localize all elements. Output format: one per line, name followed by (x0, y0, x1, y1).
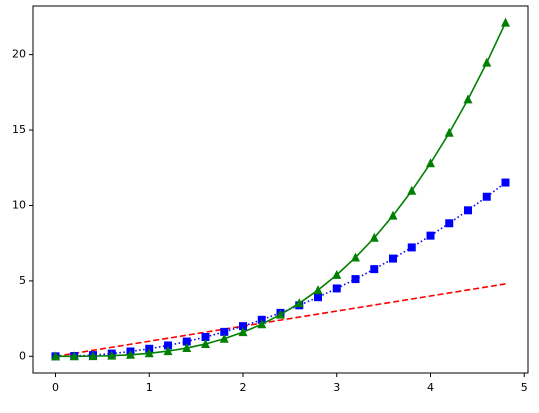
square-marker (332, 284, 341, 293)
y-tick-label: 20 (12, 48, 26, 61)
triangle-marker (107, 350, 117, 360)
series-line (55, 283, 506, 358)
square-marker (351, 275, 360, 284)
triangle-marker (501, 17, 510, 27)
triangle-marker (182, 343, 192, 353)
square-marker (482, 192, 491, 201)
triangle-marker (463, 94, 473, 104)
x-tick-label: 2 (240, 381, 247, 394)
x-tick-label: 4 (427, 381, 434, 394)
triangle-marker (407, 185, 417, 195)
x-tick-label: 5 (521, 381, 528, 394)
square-marker (445, 219, 454, 228)
x-tick-label: 0 (52, 381, 59, 394)
triangle-marker (163, 346, 173, 356)
triangle-marker (219, 333, 229, 343)
y-tick-label: 5 (19, 274, 26, 287)
triangle-marker (332, 269, 342, 279)
triangle-marker (388, 210, 398, 220)
square-marker (220, 327, 229, 336)
axes-frame (32, 5, 529, 374)
square-marker (201, 333, 210, 342)
triangle-marker (257, 319, 267, 329)
square-marker (239, 322, 247, 331)
plot-area (51, 17, 510, 361)
y-tick-label: 15 (12, 123, 26, 136)
x-tick-label: 1 (146, 381, 153, 394)
triangle-marker (88, 351, 98, 361)
triangle-marker (51, 351, 60, 361)
triangle-marker (426, 158, 435, 168)
triangle-marker (351, 252, 360, 262)
triangle-marker (369, 232, 379, 242)
triangle-marker (482, 57, 492, 67)
x-tick-label: 3 (333, 381, 340, 394)
square-marker (389, 254, 397, 263)
square-marker (182, 337, 191, 346)
triangle-marker (144, 348, 154, 358)
square-marker (464, 206, 472, 215)
y-tick-label: 0 (19, 349, 26, 362)
square-marker (501, 178, 510, 187)
y-tick-label: 10 (12, 198, 26, 211)
triangle-marker (201, 338, 210, 348)
triangle-marker (444, 127, 454, 137)
triangle-marker (238, 327, 248, 337)
square-marker (314, 293, 322, 302)
triangle-marker (313, 285, 323, 295)
square-marker (426, 231, 435, 240)
triangle-marker (294, 298, 304, 308)
square-marker (407, 243, 416, 252)
square-marker (370, 265, 379, 274)
square-marker (164, 341, 172, 350)
triangle-marker (69, 351, 79, 361)
triangle-marker (126, 349, 135, 359)
triangle-marker (276, 309, 285, 319)
